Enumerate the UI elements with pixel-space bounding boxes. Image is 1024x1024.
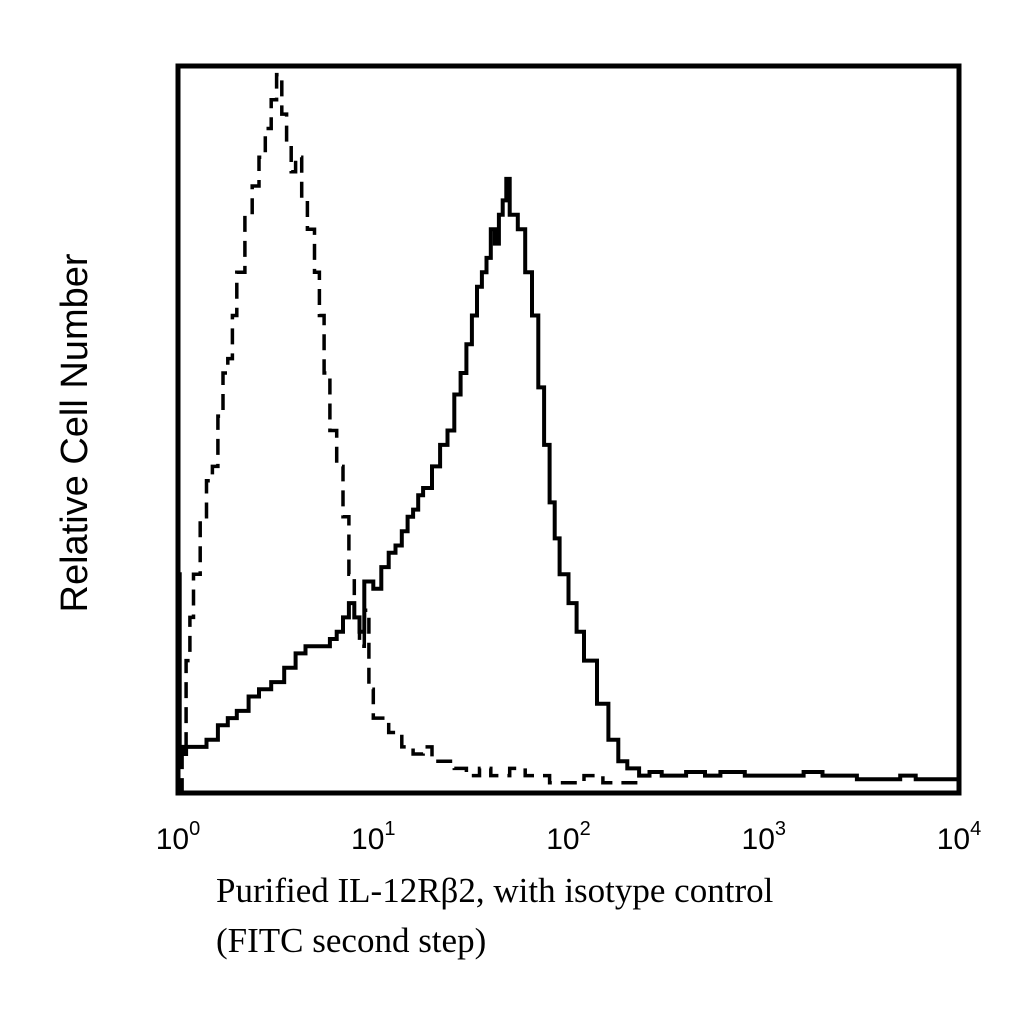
x-tick-label-2: 102 <box>546 818 591 856</box>
y-axis-label: Relative Cell Number <box>54 253 96 612</box>
series-layer <box>177 72 959 792</box>
isotype-control-histogram <box>178 72 647 792</box>
x-tick-label-1: 101 <box>351 818 396 856</box>
x-tick-label-0: 100 <box>156 818 201 856</box>
il-12rb2-histogram <box>177 176 959 782</box>
x-tick-labels: 100 101 102 103 104 <box>156 818 982 856</box>
plot-frame <box>175 63 962 796</box>
x-tick-label-3: 103 <box>742 818 787 856</box>
x-axis-label-line-1: Purified IL-12Rβ2, with isotype control <box>216 871 774 910</box>
x-axis-label-line-2: (FITC second step) <box>216 921 486 960</box>
x-tick-label-4: 104 <box>937 818 982 856</box>
